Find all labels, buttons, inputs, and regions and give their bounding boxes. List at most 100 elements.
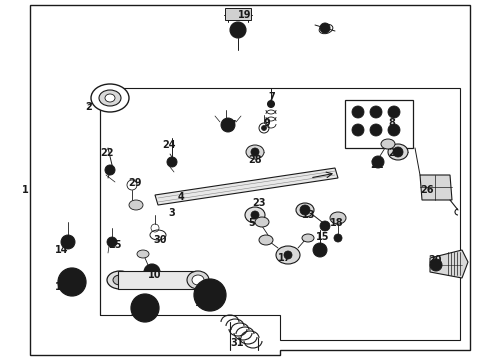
Circle shape [144, 264, 160, 280]
Circle shape [430, 259, 442, 271]
Ellipse shape [296, 203, 314, 217]
Circle shape [167, 157, 177, 167]
Text: 15: 15 [316, 232, 329, 242]
Circle shape [205, 291, 215, 300]
Circle shape [65, 238, 72, 246]
Circle shape [334, 234, 342, 242]
Text: 1: 1 [22, 185, 29, 195]
Ellipse shape [388, 144, 408, 160]
Ellipse shape [246, 145, 264, 159]
Circle shape [234, 26, 242, 34]
Text: 7: 7 [268, 92, 275, 102]
Circle shape [194, 279, 226, 311]
Circle shape [131, 294, 159, 322]
Ellipse shape [129, 200, 143, 210]
Text: 19: 19 [238, 10, 251, 20]
Circle shape [391, 127, 397, 133]
Text: 25: 25 [108, 240, 122, 250]
Ellipse shape [302, 234, 314, 242]
Circle shape [251, 211, 259, 219]
Bar [225, 8, 251, 20]
Circle shape [372, 156, 384, 168]
Bar [118, 271, 198, 289]
Text: 29: 29 [128, 178, 142, 188]
Circle shape [373, 127, 379, 133]
Text: 30: 30 [153, 235, 167, 245]
Circle shape [138, 301, 152, 315]
Ellipse shape [192, 275, 204, 285]
Text: 6: 6 [320, 25, 327, 35]
Text: 17: 17 [278, 253, 292, 263]
Text: 14: 14 [55, 245, 69, 255]
Circle shape [391, 109, 397, 115]
Text: 28: 28 [248, 155, 262, 165]
Text: 31: 31 [230, 338, 244, 348]
Circle shape [107, 237, 117, 247]
Bar [345, 100, 413, 148]
Circle shape [355, 127, 361, 133]
Text: 23: 23 [388, 148, 401, 158]
Circle shape [300, 205, 310, 215]
Circle shape [58, 268, 86, 296]
Polygon shape [420, 175, 452, 200]
Text: 16: 16 [195, 298, 209, 308]
Circle shape [388, 124, 400, 136]
Circle shape [262, 126, 267, 130]
Circle shape [148, 268, 156, 276]
Ellipse shape [113, 275, 127, 285]
Text: 5: 5 [248, 218, 255, 228]
Ellipse shape [105, 94, 115, 102]
Circle shape [313, 243, 327, 257]
Text: 27: 27 [223, 120, 237, 130]
Circle shape [230, 22, 246, 38]
Text: 18: 18 [330, 218, 343, 228]
Circle shape [251, 148, 259, 156]
Circle shape [352, 106, 364, 118]
Circle shape [105, 165, 115, 175]
Ellipse shape [187, 271, 209, 289]
Circle shape [268, 100, 274, 108]
Circle shape [65, 275, 79, 289]
Ellipse shape [245, 207, 265, 223]
Text: 11: 11 [55, 282, 69, 292]
Ellipse shape [107, 271, 133, 289]
Text: 22: 22 [100, 148, 114, 158]
Ellipse shape [91, 84, 129, 112]
Circle shape [370, 124, 382, 136]
Text: 21: 21 [370, 160, 384, 170]
Circle shape [284, 251, 292, 259]
Circle shape [61, 235, 75, 249]
Circle shape [320, 221, 330, 231]
Circle shape [388, 106, 400, 118]
Circle shape [224, 122, 231, 129]
Ellipse shape [330, 212, 346, 224]
Circle shape [393, 147, 403, 157]
Text: 23: 23 [252, 198, 266, 208]
Text: 2: 2 [85, 102, 92, 112]
Polygon shape [430, 250, 468, 278]
Text: 3: 3 [168, 208, 175, 218]
Circle shape [320, 23, 330, 33]
Circle shape [317, 247, 323, 253]
Text: 26: 26 [420, 185, 434, 195]
Text: 20: 20 [428, 255, 441, 265]
Text: 9: 9 [263, 118, 270, 128]
Circle shape [352, 124, 364, 136]
Text: 24: 24 [162, 140, 175, 150]
Ellipse shape [276, 246, 300, 264]
Text: 4: 4 [178, 192, 185, 202]
Text: 12: 12 [130, 308, 144, 318]
Ellipse shape [99, 90, 121, 106]
Ellipse shape [259, 235, 273, 245]
Ellipse shape [137, 250, 149, 258]
Ellipse shape [255, 217, 269, 227]
Circle shape [201, 286, 219, 304]
Circle shape [355, 109, 361, 115]
Circle shape [69, 279, 75, 285]
Text: 10: 10 [148, 270, 162, 280]
Polygon shape [155, 168, 338, 205]
Ellipse shape [381, 139, 395, 149]
Circle shape [373, 109, 379, 115]
Text: 8: 8 [388, 118, 395, 128]
Circle shape [221, 118, 235, 132]
